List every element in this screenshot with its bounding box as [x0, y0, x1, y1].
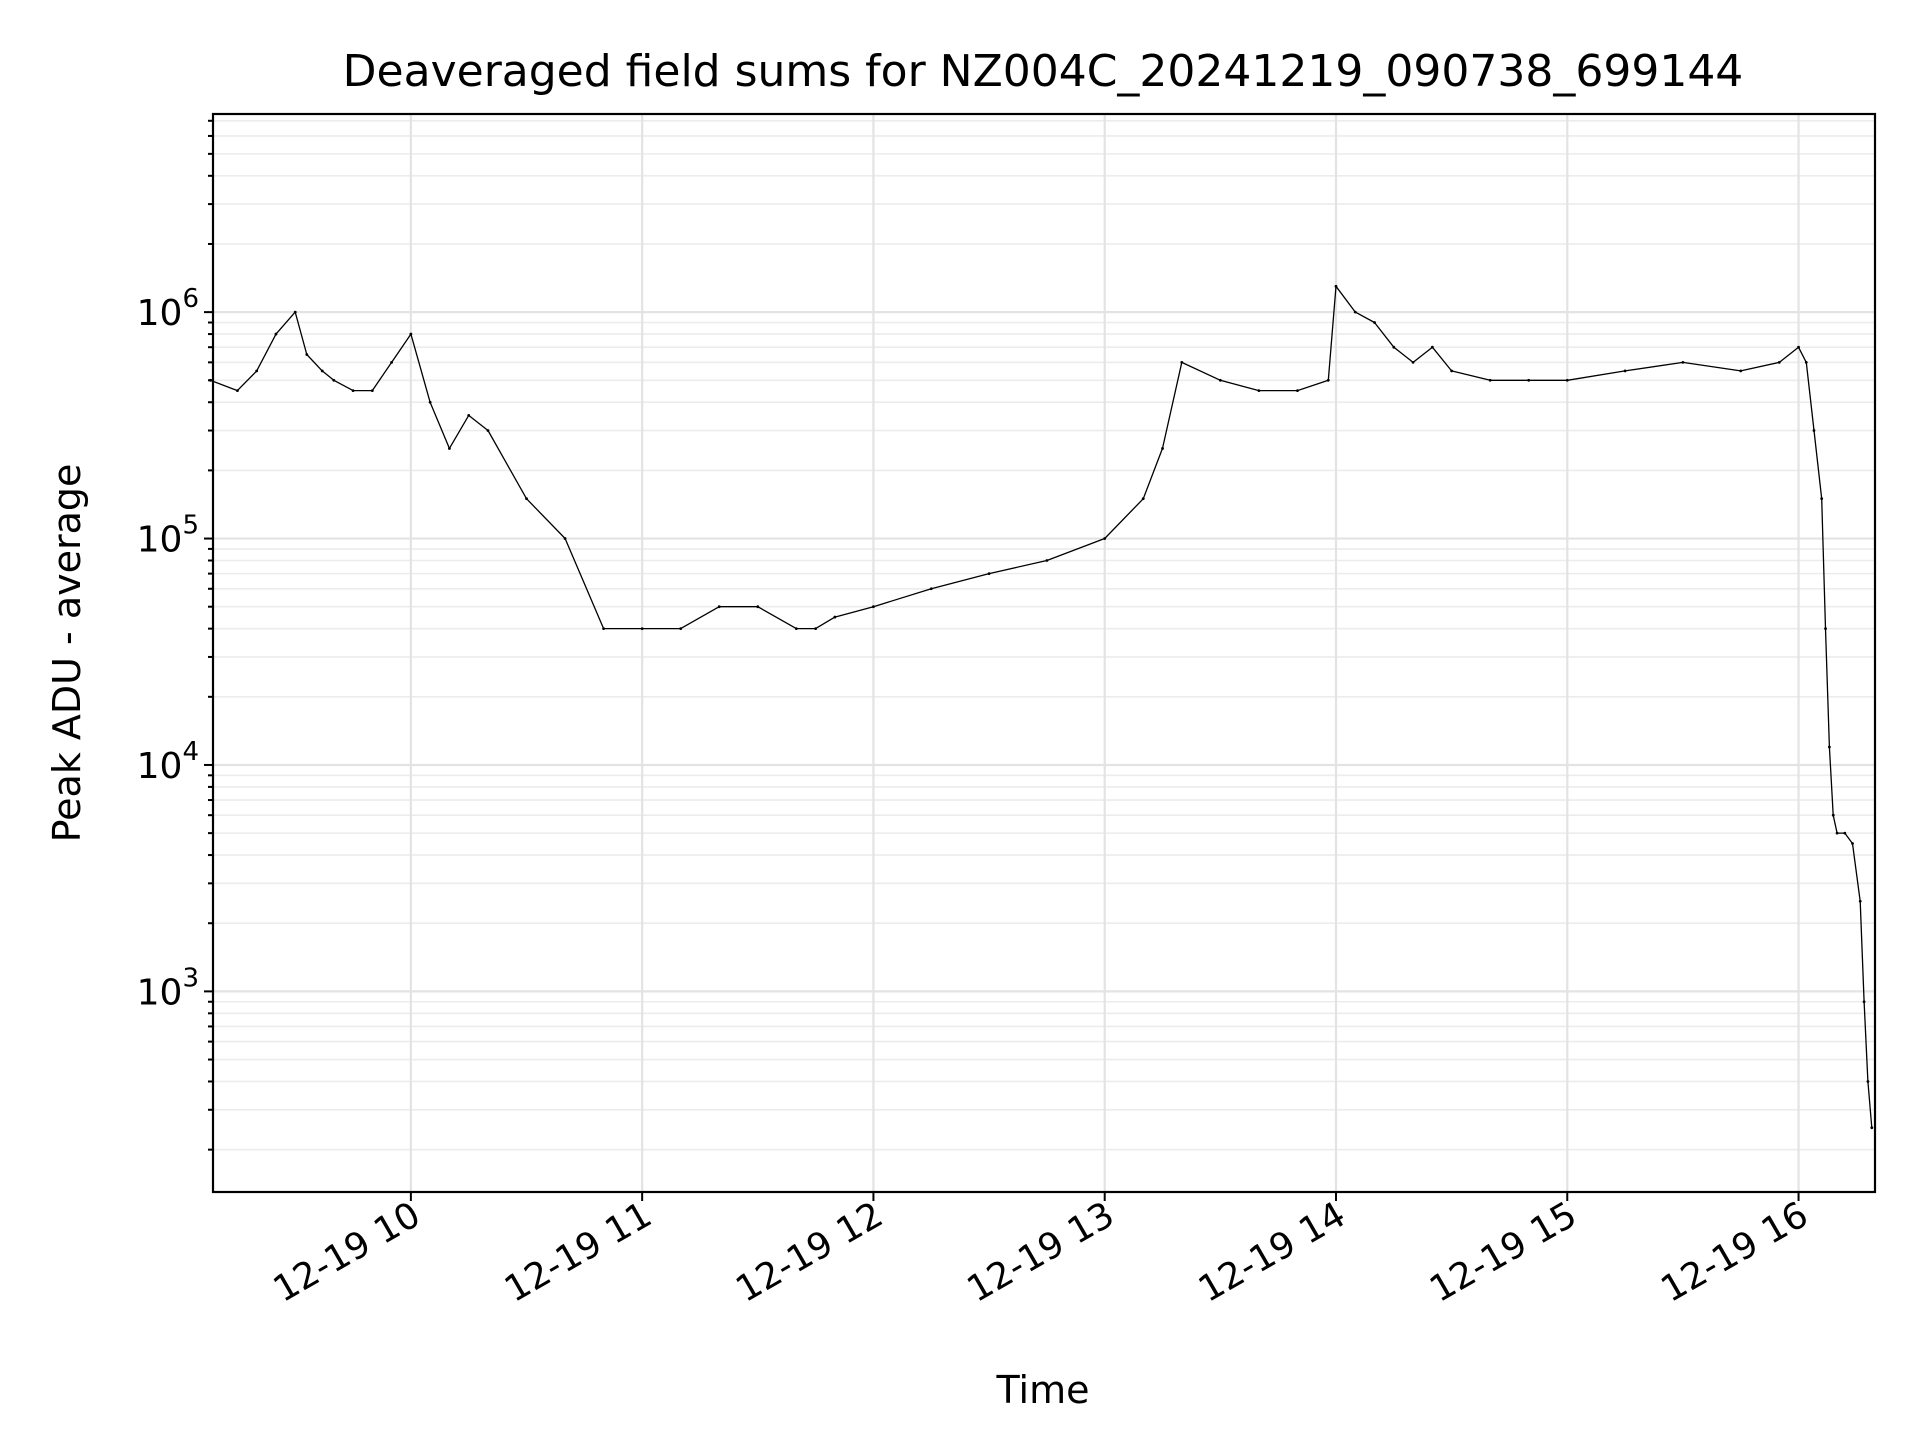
- data-point: [1739, 369, 1743, 373]
- y-tick-exponent: 4: [182, 737, 199, 767]
- data-point: [929, 587, 933, 591]
- data-point: [1862, 1000, 1866, 1004]
- data-point: [1835, 831, 1839, 835]
- plot-frame: [211, 112, 1877, 1194]
- data-point: [1527, 378, 1531, 382]
- data-point: [872, 605, 875, 609]
- chart-title: Deaveraged field sums for NZ004C_2024121…: [343, 46, 1744, 97]
- data-point: [467, 413, 471, 417]
- data-point: [1797, 345, 1800, 349]
- data-point: [255, 369, 259, 373]
- data-point: [351, 389, 355, 393]
- y-tick-label: 104: [137, 737, 199, 787]
- y-tick-exponent: 6: [182, 284, 199, 314]
- x-tick-label: 12-19 12: [729, 1194, 890, 1310]
- data-point: [1804, 360, 1808, 364]
- data-point: [1488, 378, 1492, 382]
- y-tick-base: 10: [137, 972, 183, 1013]
- data-point: [332, 378, 336, 382]
- y-tick-label: 103: [137, 963, 199, 1013]
- data-point: [1353, 310, 1357, 314]
- data-point: [1103, 537, 1107, 540]
- data-point: [1565, 378, 1569, 382]
- x-tick-label: 12-19 16: [1654, 1194, 1815, 1310]
- data-point: [1218, 378, 1222, 382]
- data-point: [1824, 627, 1827, 631]
- data-point: [486, 429, 490, 432]
- data-point: [1831, 813, 1835, 817]
- data-point: [1812, 429, 1816, 432]
- data-point: [1161, 447, 1164, 450]
- data-point: [602, 627, 606, 631]
- data-point: [525, 497, 528, 501]
- data-point: [679, 627, 683, 631]
- data-point: [1257, 389, 1261, 393]
- y-tick-label: 106: [137, 284, 199, 334]
- data-point: [814, 627, 818, 631]
- data-point: [274, 332, 278, 336]
- data-point: [1373, 321, 1376, 324]
- data-point: [1450, 369, 1454, 373]
- data-point: [1334, 284, 1338, 288]
- x-tick-label: 12-19 11: [498, 1194, 659, 1310]
- data-point: [1411, 360, 1415, 364]
- data-point: [1820, 497, 1824, 501]
- x-tick-label: 12-19 13: [961, 1194, 1122, 1310]
- data-point: [833, 615, 837, 619]
- data-point: [390, 360, 393, 364]
- data-point: [717, 605, 721, 609]
- data-point: [1326, 378, 1330, 382]
- data-point: [1870, 1126, 1874, 1130]
- x-tick-label: 12-19 14: [1192, 1194, 1353, 1310]
- data-point: [1858, 899, 1862, 903]
- data-point: [305, 353, 309, 356]
- x-tick-label: 12-19 15: [1423, 1194, 1584, 1310]
- y-tick-base: 10: [137, 746, 183, 787]
- y-axis-label: Peak ADU - average: [45, 464, 89, 843]
- data-series-line: [210, 285, 1873, 1128]
- data-point: [1777, 360, 1781, 364]
- data-point: [640, 627, 644, 631]
- data-point: [428, 400, 432, 404]
- data-point: [236, 389, 239, 393]
- data-point: [1045, 559, 1049, 562]
- y-tick-exponent: 3: [182, 963, 199, 993]
- data-point: [1296, 389, 1299, 393]
- data-point: [1180, 360, 1184, 364]
- data-point: [409, 332, 413, 336]
- data-point: [1851, 842, 1854, 845]
- y-tick-base: 10: [137, 520, 183, 561]
- data-point: [1843, 831, 1847, 835]
- data-point: [448, 447, 451, 450]
- y-tick-label: 105: [137, 511, 199, 561]
- data-point: [794, 627, 798, 631]
- data-point: [1430, 345, 1434, 349]
- data-point: [370, 389, 374, 393]
- data-point: [987, 572, 991, 576]
- data-point: [320, 369, 324, 373]
- data-point: [1866, 1080, 1870, 1083]
- data-point: [1392, 345, 1396, 349]
- series-layer: [209, 284, 1874, 1130]
- grid-lines: [213, 114, 1875, 1192]
- x-axis-label: Time: [996, 1368, 1090, 1412]
- data-point: [1141, 497, 1145, 501]
- data-point: [1623, 369, 1627, 373]
- data-point: [756, 605, 760, 609]
- data-point: [293, 310, 297, 314]
- data-point: [1827, 745, 1831, 749]
- y-tick-exponent: 5: [182, 511, 199, 541]
- y-tick-base: 10: [137, 293, 183, 334]
- data-point: [563, 537, 567, 540]
- x-tick-label: 12-19 10: [267, 1194, 428, 1310]
- data-point: [1681, 360, 1685, 364]
